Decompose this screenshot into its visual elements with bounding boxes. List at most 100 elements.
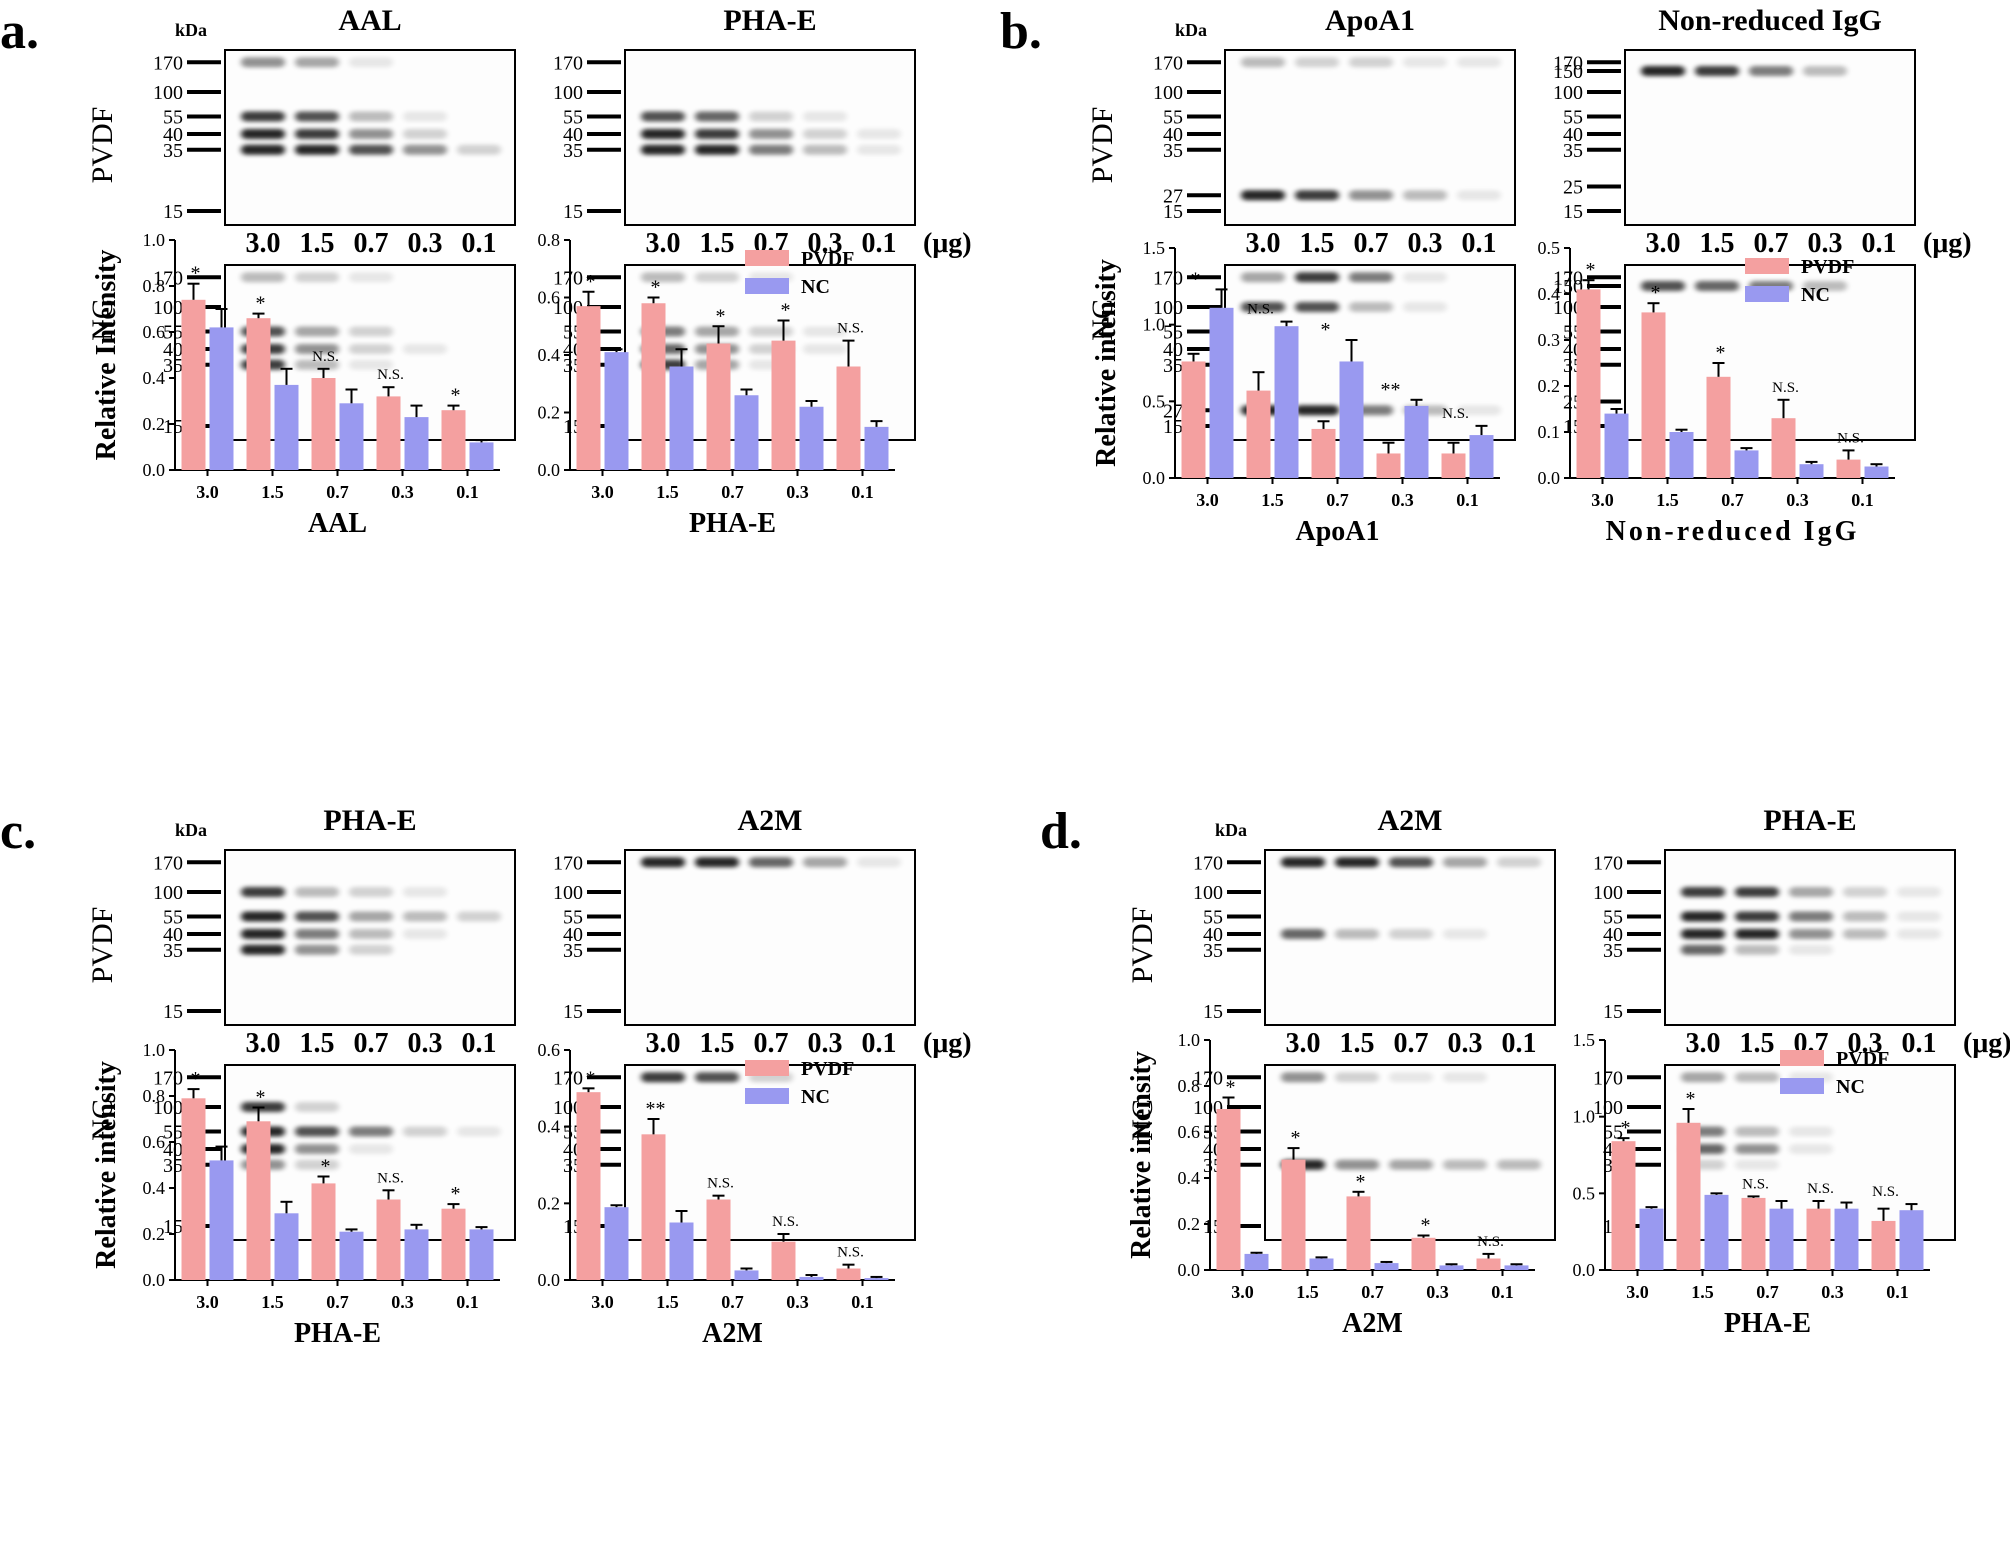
- marker-label: 100: [153, 297, 183, 319]
- blot-band: [1241, 272, 1285, 283]
- kda-label: kDa: [175, 20, 207, 40]
- y-tick-label: 0.6: [143, 1132, 166, 1152]
- bar-pvdf: [311, 378, 336, 470]
- blot-band: [295, 1159, 339, 1170]
- blot-band: [1295, 272, 1339, 283]
- kda-label: kDa: [1215, 820, 1247, 840]
- marker-label: 35: [163, 355, 183, 377]
- marker-label: 170: [1553, 267, 1583, 289]
- x-tick-label: 3.0: [196, 1292, 219, 1312]
- x-axis-label: ApoA1: [1295, 516, 1379, 547]
- y-tick-label: 0.2: [1538, 376, 1561, 396]
- bar-pvdf: [246, 1121, 271, 1280]
- blot-band: [295, 929, 339, 939]
- y-tick-label: 0.6: [1178, 1122, 1201, 1142]
- lane-label: 0.1: [862, 1028, 897, 1059]
- marker-label: 15: [1163, 416, 1183, 438]
- marker-label: 170: [1593, 852, 1623, 874]
- x-tick-label: 1.5: [261, 482, 284, 502]
- y-tick-label: 1.0: [1178, 1030, 1201, 1050]
- lane-label: 1.5: [700, 228, 735, 259]
- significance-label: *: [451, 385, 461, 407]
- bar-pvdf: [441, 410, 466, 470]
- blot-band: [749, 111, 793, 122]
- y-tick-label: 0.2: [143, 1224, 166, 1244]
- blot-band: [1295, 405, 1339, 416]
- marker-label: 40: [1203, 924, 1223, 946]
- bar-nc: [1669, 432, 1694, 478]
- blot-band: [641, 857, 685, 868]
- marker-label: 100: [153, 882, 183, 904]
- marker-label: 35: [163, 940, 183, 962]
- blot-title: PHA-E: [323, 804, 416, 837]
- blot-band: [295, 129, 339, 139]
- lane-label: 0.7: [1394, 1028, 1429, 1059]
- y-tick-label: 0.1: [1538, 422, 1561, 442]
- lane-label: 1.5: [1340, 1028, 1375, 1059]
- blot-band: [403, 911, 447, 922]
- blot-band: [295, 359, 339, 370]
- bar-nc: [1899, 1210, 1924, 1270]
- chart-c-1: 0.0 0.2 0.4 0.6 3.0 * 1.5 ** 0.7 N.S. 0.3 N.S. 0.1 N.…: [538, 1040, 895, 1349]
- y-tick-label: 0.0: [1573, 1260, 1596, 1280]
- blot-band: [1335, 1159, 1379, 1170]
- bar-nc: [864, 1278, 889, 1280]
- x-axis-label: A2M: [702, 1318, 763, 1349]
- marker-label: 15: [1563, 201, 1583, 223]
- marker-label: 35: [1203, 940, 1223, 962]
- bar-nc: [864, 426, 889, 470]
- chart-b-0: 0.0 0.5 1.0 1.5 Relative intensity 3.0 * 1.5 N.S…: [1091, 238, 1500, 547]
- x-tick-label: 3.0: [591, 482, 614, 502]
- blot-band: [803, 344, 847, 354]
- blot-band: [857, 857, 901, 868]
- blot-band: [349, 929, 393, 939]
- bar-pvdf: [1181, 361, 1206, 478]
- blot-band: [1789, 887, 1833, 897]
- bar-pvdf: [181, 299, 206, 470]
- blot-band: [349, 887, 393, 897]
- kda-label: kDa: [175, 820, 207, 840]
- significance-label: *: [1651, 282, 1661, 304]
- x-tick-label: 0.1: [1851, 490, 1874, 510]
- x-tick-label: 1.5: [1691, 1282, 1714, 1302]
- x-tick-label: 1.5: [1296, 1282, 1319, 1302]
- x-tick-label: 1.5: [261, 1292, 284, 1312]
- y-tick-label: 0.6: [143, 322, 166, 342]
- blot-band: [295, 911, 339, 922]
- marker-label: 15: [163, 1216, 183, 1238]
- bar-nc: [799, 406, 824, 470]
- blot-band: [1789, 1126, 1833, 1137]
- blot-band: [349, 1126, 393, 1137]
- bar-nc: [1309, 1258, 1334, 1270]
- chart-a-1: 0.0 0.2 0.4 0.6 0.8 3.0 * 1.5 * 0.7 * 0.3 * 0.1 N.S. PH…: [538, 230, 895, 539]
- lane-label: 1.5: [1740, 1028, 1775, 1059]
- y-tick-label: 1.0: [143, 1040, 166, 1060]
- significance-label: N.S.: [1742, 1176, 1769, 1192]
- marker-label: 170: [153, 852, 183, 874]
- membrane-frame: [1624, 49, 1916, 226]
- blot-band: [1403, 302, 1447, 312]
- blot-band: [403, 887, 447, 897]
- blot-band: [1389, 1159, 1433, 1170]
- legend-swatch-pvdf: [745, 1060, 789, 1076]
- bar-nc: [1404, 405, 1429, 478]
- blot-band: [241, 57, 285, 68]
- blot-band: [295, 887, 339, 897]
- significance-label: N.S.: [707, 1176, 734, 1192]
- blot-band: [1843, 929, 1887, 939]
- y-tick-label: 0.4: [538, 1117, 561, 1137]
- significance-label: *: [716, 305, 726, 327]
- marker-label: 40: [563, 124, 583, 146]
- blot-band: [1403, 272, 1447, 283]
- marker-label: 55: [563, 907, 583, 929]
- blot-band: [695, 129, 739, 139]
- marker-label: 170: [153, 52, 183, 74]
- blot-band: [695, 326, 739, 337]
- marker-label: 100: [1153, 82, 1183, 104]
- marker-label: 170: [1193, 852, 1223, 874]
- y-axis-label: Relative intensity: [1091, 259, 1122, 467]
- blot-band: [1843, 911, 1887, 922]
- blot-band: [241, 929, 285, 939]
